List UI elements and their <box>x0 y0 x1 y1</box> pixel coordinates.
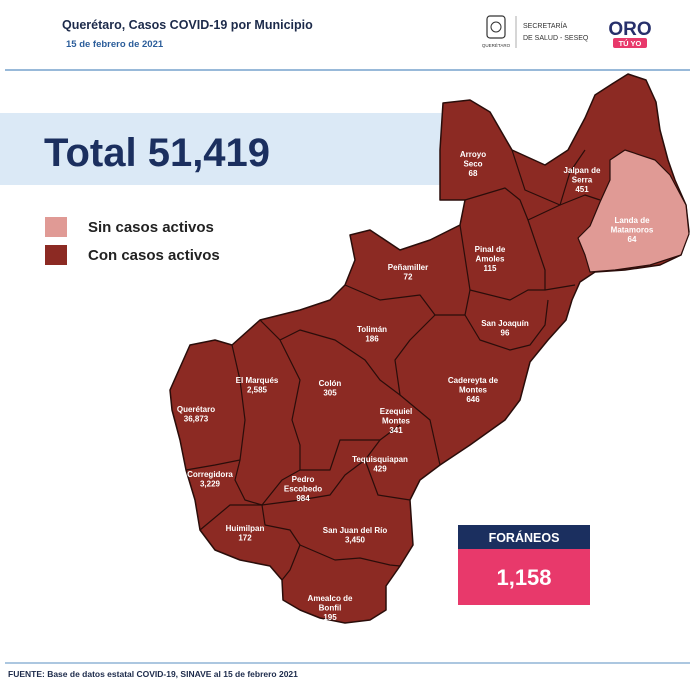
border <box>299 544 401 567</box>
foraneos-value: 1,158 <box>496 565 551 590</box>
border <box>511 149 586 206</box>
municipality-count: 36,873 <box>184 415 209 424</box>
total-band <box>0 113 446 185</box>
municipality-count: 72 <box>404 273 413 282</box>
municipality-name: Amealco de <box>308 594 353 603</box>
municipality-count: 186 <box>365 335 379 344</box>
municipality-count: 305 <box>323 389 337 398</box>
border <box>231 344 301 506</box>
border <box>185 459 241 471</box>
footer-source: FUENTE: Base de datos estatal COVID-19, … <box>8 669 298 679</box>
municipality-name: Huimilpan <box>226 524 265 533</box>
municipality-count: 984 <box>296 494 310 503</box>
municipality-name: Pedro <box>292 475 315 484</box>
municipality-name: Montes <box>459 386 488 395</box>
municipality-count: 195 <box>323 613 337 622</box>
municipality-name: Landa de <box>614 216 650 225</box>
municipality-count: 96 <box>501 329 510 338</box>
municipality-name: Pinal de <box>475 245 506 254</box>
legend-active: Con casos activos <box>88 247 220 264</box>
date: 15 de febrero de 2021 <box>66 39 164 50</box>
municipality-count: 646 <box>466 395 480 404</box>
border <box>261 459 366 506</box>
municipality-name: Amoles <box>476 255 505 264</box>
government-logo: QUERÉTARO SECRETARÍA DE SALUD - SESEQ <box>482 15 589 48</box>
legend-inactive: Sin casos activos <box>88 219 214 236</box>
total: Total 51,419 <box>44 131 270 175</box>
border <box>364 439 411 501</box>
municipality-name: Escobedo <box>284 485 322 494</box>
municipality-name: Matamoros <box>611 226 654 235</box>
oro-text: ORO <box>608 19 651 40</box>
municipality-count: 451 <box>575 185 589 194</box>
foraneos-header <box>458 525 590 549</box>
border <box>199 504 301 581</box>
municipality-name: Colón <box>319 379 342 388</box>
municipality-count: 172 <box>238 534 252 543</box>
border <box>279 339 401 471</box>
municipality-name: Tequisquiapan <box>352 455 408 464</box>
crest-icon <box>486 15 506 39</box>
brand-tagline: TÚ YO <box>619 39 642 48</box>
municipality-name: Corregidora <box>187 470 233 479</box>
municipality-name: Bonfil <box>319 604 342 613</box>
municipality-name: El Marqués <box>236 376 279 385</box>
border <box>459 224 576 301</box>
municipality-name: Arroyo <box>460 150 486 159</box>
municipality-count: 429 <box>373 465 387 474</box>
municipality-name: Tolimán <box>357 325 387 334</box>
crest-detail <box>490 21 502 33</box>
state-label: QUERÉTARO <box>482 42 511 48</box>
municipality-name: Cadereyta de <box>448 376 499 385</box>
foraneos-label: FORÁNEOS <box>489 530 560 545</box>
municipality-count: 341 <box>389 426 403 435</box>
legend-swatch-inactive <box>45 217 67 237</box>
municipality-count: 3,450 <box>345 536 366 545</box>
municipality-name: San Juan del Río <box>323 526 388 535</box>
foraneos-box <box>458 549 590 605</box>
municipality-name: Seco <box>463 160 482 169</box>
municipality-count: 64 <box>628 235 637 244</box>
title: Querétaro, Casos COVID-19 por Municipio <box>62 18 313 32</box>
agency-line-1: SECRETARÍA <box>523 21 568 30</box>
border <box>259 319 441 466</box>
legend-swatch-active <box>45 245 67 265</box>
municipality-name: Montes <box>382 417 411 426</box>
municipality-count: 3,229 <box>200 480 221 489</box>
municipality-name: San Joaquín <box>481 319 529 328</box>
border <box>527 219 546 290</box>
total-label: Total <box>44 131 137 175</box>
brand-badge <box>613 38 647 48</box>
municipality-name: Querétaro <box>177 405 215 414</box>
landa-municipality <box>577 149 690 273</box>
oro-logo: ORO TÚ YO <box>608 19 652 48</box>
municipality-name: Peñamiller <box>388 263 428 272</box>
agency-line-2: DE SALUD - SESEQ <box>523 35 589 42</box>
municipality-count: 115 <box>484 264 497 273</box>
municipality-count: 2,585 <box>247 386 268 395</box>
municipality-name: Ezequiel <box>380 407 412 416</box>
total-value: 51,419 <box>148 131 270 175</box>
state-outline <box>169 73 690 624</box>
municipality-name: Serra <box>572 176 593 185</box>
municipality-name: Jalpan de <box>564 166 601 175</box>
municipality-count: 68 <box>469 169 478 178</box>
